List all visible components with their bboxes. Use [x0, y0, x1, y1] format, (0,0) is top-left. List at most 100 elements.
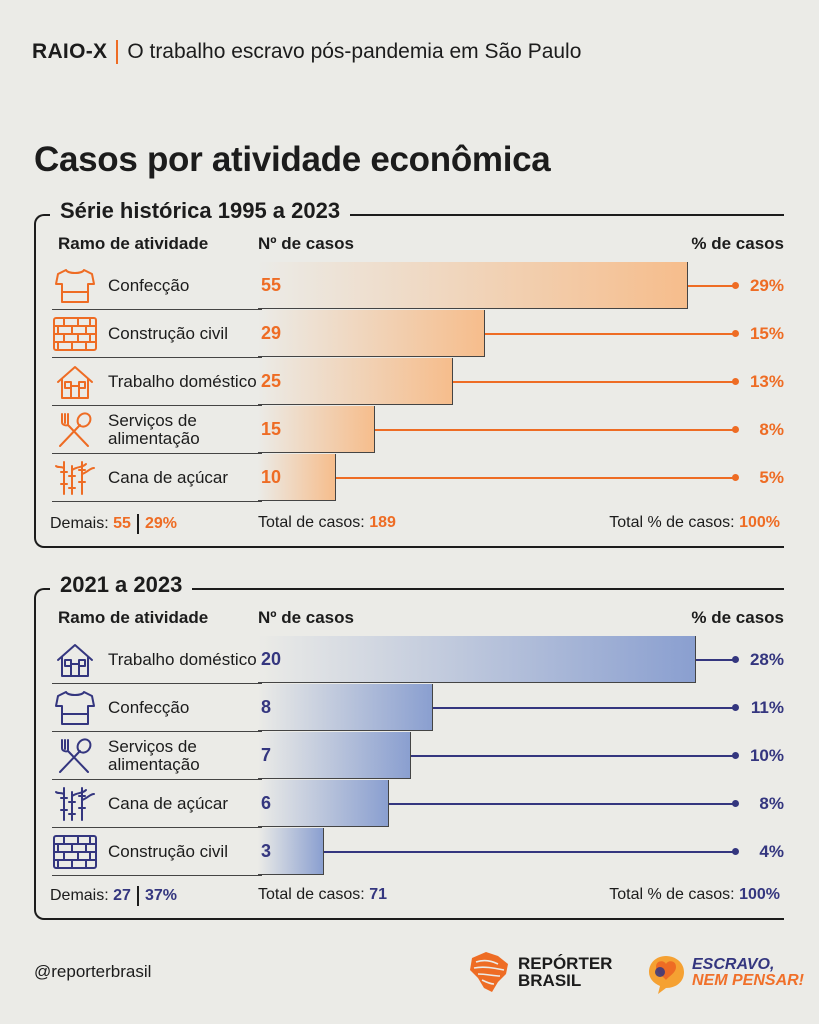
shirt-icon: [52, 688, 98, 728]
count-label: 15: [261, 419, 282, 439]
count-label: 7: [261, 745, 272, 765]
total-pct-value: 100%: [739, 514, 780, 531]
percent-label: 29%: [749, 275, 784, 295]
social-handle[interactable]: @reporterbrasil: [34, 962, 152, 981]
category-label: Cana de açúcar: [108, 793, 229, 813]
percent-label: 4%: [759, 841, 784, 861]
bar-row: Construção civil 3 4%: [50, 828, 784, 876]
bar: [258, 636, 696, 683]
leader-dot: [732, 426, 739, 433]
escravo-nem-pensar-logo[interactable]: ESCRAVO, NEM PENSAR!: [646, 950, 804, 996]
count-label: 20: [261, 649, 282, 669]
bricks-icon: [52, 832, 98, 872]
footer-total: Total de casos: 71: [258, 886, 387, 904]
leader-line: [324, 851, 734, 853]
bar-row: Confecção 55 29%: [50, 262, 784, 310]
bar-row: Confecção 8 11%: [50, 684, 784, 732]
others-label: Demais:: [50, 887, 109, 904]
col-header-pct: % de casos: [691, 608, 784, 627]
sugarcane-icon: [52, 458, 98, 498]
footer-total-pct: Total % de casos: 100%: [609, 514, 780, 532]
panel-frame: [34, 588, 784, 920]
header-tag: RAIO-X: [32, 40, 108, 63]
total-pct-label: Total % de casos:: [609, 514, 735, 531]
percent-label: 10%: [749, 745, 784, 765]
row-divider: [52, 731, 262, 732]
panel-frame: [34, 214, 784, 548]
total-value: 71: [369, 886, 387, 903]
row-divider: [52, 453, 262, 454]
leader-dot: [732, 704, 739, 711]
others-label: Demais:: [50, 515, 109, 532]
total-pct-value: 100%: [739, 886, 780, 903]
leader-dot: [732, 800, 739, 807]
leader-dot: [732, 330, 739, 337]
leader-dot: [732, 282, 739, 289]
bar-row: Cana de açúcar 10 5%: [50, 454, 784, 502]
col-header-activity: Ramo de atividade: [58, 234, 209, 253]
category-label: Serviços de alimentação: [108, 736, 200, 774]
others-pct: 29%: [144, 515, 177, 532]
count-label: 6: [261, 793, 272, 813]
category-label: Trabalho doméstico: [108, 649, 257, 669]
leader-line: [336, 477, 734, 479]
percent-label: 15%: [749, 323, 784, 343]
reporter-brasil-logo[interactable]: REPÓRTER BRASIL: [464, 948, 612, 996]
header-title: O trabalho escravo pós-pandemia em São P…: [127, 40, 582, 63]
footer-total: Total de casos: 189: [258, 514, 396, 532]
others-count: 27: [113, 887, 131, 904]
shirt-icon: [52, 266, 98, 306]
leader-line: [485, 333, 734, 335]
bar: [258, 358, 453, 405]
total-pct-label: Total % de casos:: [609, 886, 735, 903]
percent-label: 8%: [759, 419, 784, 439]
row-divider: [52, 405, 262, 406]
bricks-icon: [52, 314, 98, 354]
logo2-line1: ESCRAVO,: [692, 956, 775, 973]
page-header: RAIO-X O trabalho escravo pós-pandemia e…: [32, 40, 581, 64]
row-divider: [52, 779, 262, 780]
category-label: Serviços de alimentação: [108, 410, 200, 448]
percent-label: 13%: [749, 371, 784, 391]
col-header-count: Nº de casos: [258, 234, 354, 253]
leader-dot: [732, 378, 739, 385]
percent-label: 5%: [759, 467, 784, 487]
bar: [258, 262, 688, 309]
total-label: Total de casos:: [258, 514, 365, 531]
others-pct: 37%: [144, 887, 177, 904]
col-header-pct: % de casos: [691, 234, 784, 253]
total-label: Total de casos:: [258, 886, 365, 903]
bar-row: Trabalho doméstico 20 28%: [50, 636, 784, 684]
category-label: Cana de açúcar: [108, 467, 229, 487]
leader-line: [433, 707, 734, 709]
brazil-map-icon: [470, 952, 508, 992]
category-label: Construção civil: [108, 323, 228, 343]
leader-line: [389, 803, 734, 805]
leader-line: [696, 659, 734, 661]
panel-title: Série histórica 1995 a 2023: [50, 198, 351, 224]
category-label: Construção civil: [108, 841, 228, 861]
chart-panel-historical: Série histórica 1995 a 2023 Ramo de ativ…: [34, 198, 784, 548]
row-divider: [52, 827, 262, 828]
panel-title: 2021 a 2023: [50, 572, 193, 598]
leader-line: [453, 381, 734, 383]
footer-total-pct: Total % de casos: 100%: [609, 886, 780, 904]
others-separator: [136, 886, 139, 906]
count-label: 10: [261, 467, 282, 487]
count-label: 29: [261, 323, 282, 343]
category-label: Confecção: [108, 697, 190, 717]
row-divider: [52, 357, 262, 358]
total-value: 189: [369, 514, 396, 531]
percent-label: 8%: [759, 793, 784, 813]
percent-label: 11%: [750, 697, 784, 717]
count-label: 55: [261, 275, 282, 295]
sugarcane-icon: [52, 784, 98, 824]
leader-line: [688, 285, 734, 287]
bar: [258, 828, 324, 875]
col-header-count: Nº de casos: [258, 608, 354, 627]
bar: [258, 454, 336, 501]
page-title: Casos por atividade econômica: [34, 140, 551, 179]
row-divider: [52, 683, 262, 684]
leader-dot: [732, 752, 739, 759]
row-divider: [52, 875, 262, 876]
